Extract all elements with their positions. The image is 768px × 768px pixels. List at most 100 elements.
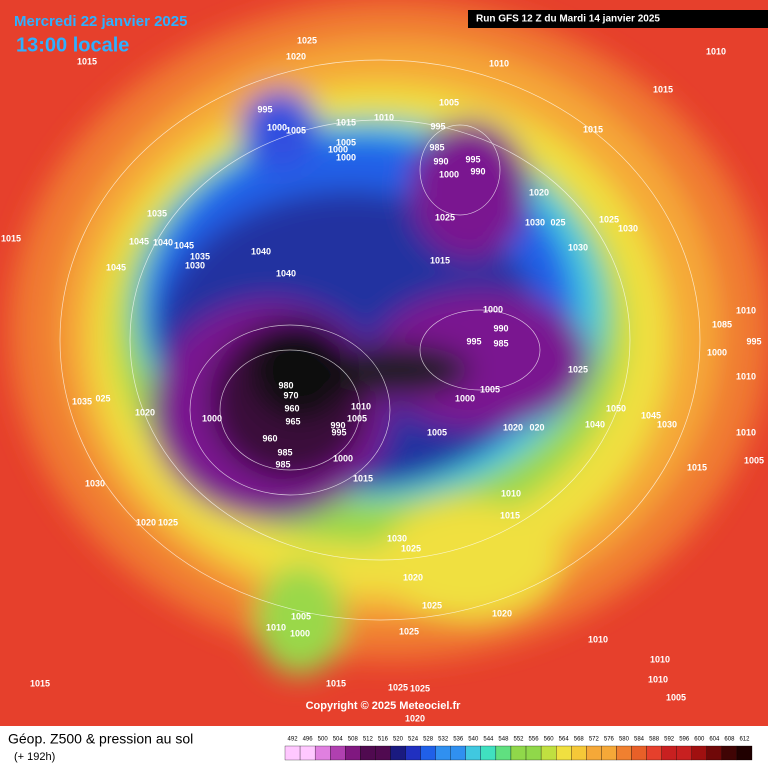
isobar-label: 1015 [326,678,346,688]
legend-swatch [721,745,738,761]
legend-label: 520 [393,737,404,743]
isobar-label: 960 [262,433,277,443]
legend-swatch [525,745,542,761]
isobar-label: 1020 [503,422,523,432]
legend-swatch [420,745,436,761]
legend-label: 592 [664,737,675,743]
isobar-label: 1010 [736,427,756,437]
isobar-label: 1020 [405,713,425,723]
isobar-label: 1025 [399,626,419,636]
isobar-label: 1010 [650,654,670,664]
isobar-label: 985 [277,447,292,457]
isobar-label: 1000 [202,413,222,423]
isobar-label: 1025 [297,35,317,45]
legend-swatch [631,745,647,761]
legend-swatch [706,745,723,761]
isobar-label: 985 [275,459,290,469]
legend-swatch [314,745,331,761]
legend-label: 600 [694,737,705,743]
isobar-label: 025 [95,393,110,403]
isobar-label: 995 [746,336,761,346]
isobar-label: 1040 [153,237,173,247]
legend-label: 604 [709,737,720,743]
legend-swatch [676,745,692,761]
isobar-label: 1020 [403,572,423,582]
isobar-label: 1005 [480,384,500,394]
isobar-label: 985 [429,142,444,152]
legend-swatch [556,745,572,761]
isobar-label: 1010 [588,634,608,644]
isobar-label: 995 [465,154,480,164]
legend-label: 572 [589,737,600,743]
isobar-label: 1010 [501,488,521,498]
isobar-label: 1015 [353,473,373,483]
isobar-label: 1010 [648,674,668,684]
isobar-label: 1045 [106,262,126,272]
isobar-label: 1005 [744,455,764,465]
isobar-label: 1040 [276,268,296,278]
legend-swatch [345,745,361,761]
legend-label: 560 [544,737,555,743]
isobar-label: 1000 [328,144,348,154]
isobar-label: 1000 [483,304,503,314]
legend-swatch [375,745,391,761]
isobar-label: 995 [466,336,481,346]
isobar-label: 970 [283,390,298,400]
isobar-label: 1030 [185,260,205,270]
isobar-label: 1015 [653,84,673,94]
legend-swatch [540,745,557,761]
legend-swatch [510,745,527,761]
isobar-label: 1015 [77,56,97,66]
isobar-label: 1025 [422,600,442,610]
isobar-label: 1000 [707,347,727,357]
isobar-label: 1000 [267,122,287,132]
isobar-label: 1045 [174,240,194,250]
legend-label: 524 [408,737,419,743]
footer-lead: (+ 192h) [14,751,55,763]
legend-swatch [571,745,587,761]
legend-swatch [390,745,406,761]
isobar-label: 1040 [251,246,271,256]
legend-label: 556 [529,737,540,743]
isobar-label: 1025 [410,683,430,693]
isobar-label: 995 [331,427,346,437]
legend-swatch [691,745,707,761]
isobar-label: 1035 [72,396,92,406]
isobar-label: 1000 [336,152,356,162]
isobar-label: 1000 [439,169,459,179]
isobar-label: 985 [493,338,508,348]
legend-label: 528 [423,737,434,743]
legend-label: 568 [574,737,585,743]
legend-swatch [661,745,677,761]
legend-swatch [284,745,301,761]
isobar-label: 1030 [525,217,545,227]
isobar-label: 960 [284,403,299,413]
legend-swatch [299,745,316,761]
isobar-label: 1030 [85,478,105,488]
isobar-label: 1015 [430,255,450,265]
legend-label: 540 [468,737,479,743]
isobar-label: 995 [430,121,445,131]
isobar-label: 1030 [568,242,588,252]
legend-label: 504 [333,737,344,743]
isobar-label: 020 [529,422,544,432]
isobar-label: 1005 [291,611,311,621]
isobar-label: 1020 [529,187,549,197]
isobar-label: 1015 [1,233,21,243]
isobar-label: 1025 [435,212,455,222]
isobar-label: 1005 [336,137,356,147]
legend-label: 608 [724,737,735,743]
isobar-label: 1010 [489,58,509,68]
legend-swatch [616,745,632,761]
legend-swatch [736,745,753,761]
legend-label: 500 [318,737,329,743]
legend-label: 564 [559,737,570,743]
isobar-label: 1010 [374,112,394,122]
isobar-label: 1020 [492,608,512,618]
isobar-label: 1015 [500,510,520,520]
isobar-label: 1005 [427,427,447,437]
isobar-label: 965 [285,416,300,426]
isobar-label: 1050 [606,403,626,413]
isobar-label: 025 [550,217,565,227]
legend-label: 548 [498,737,509,743]
